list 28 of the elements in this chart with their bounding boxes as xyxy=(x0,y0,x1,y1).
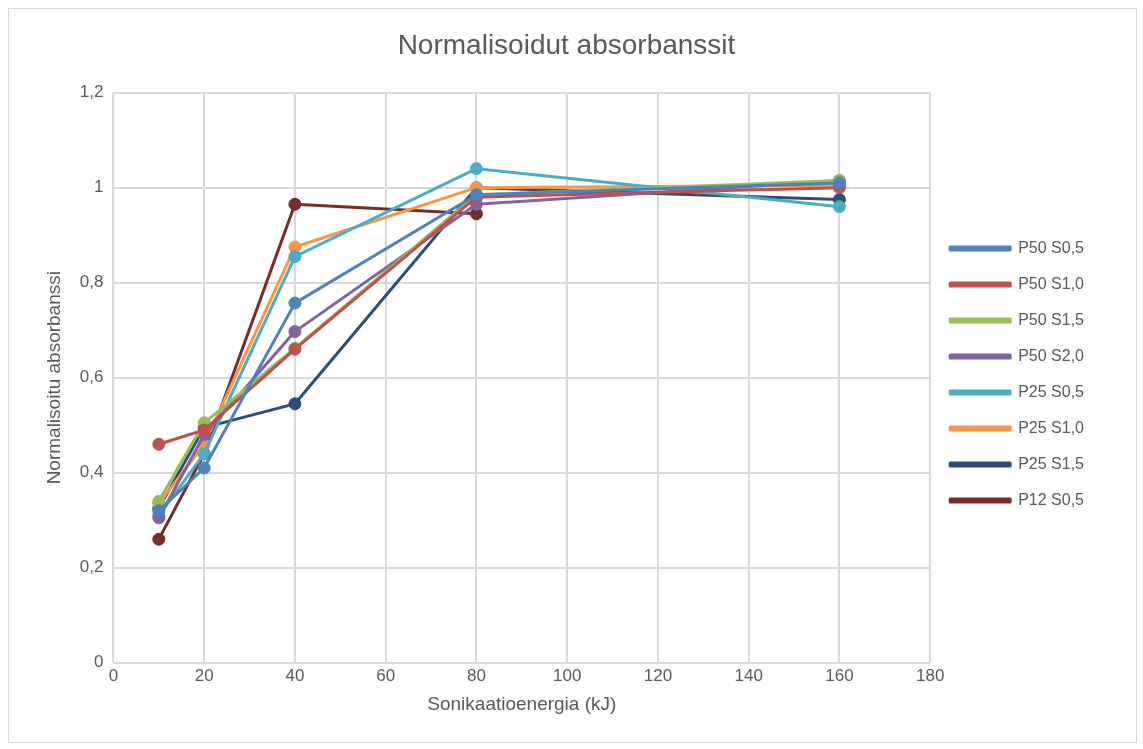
legend-label: P50 S2,0 xyxy=(1018,346,1085,364)
legend-label: P25 S1,0 xyxy=(1018,418,1085,436)
y-tick-label: 1,2 xyxy=(79,82,104,102)
x-tick-label: 180 xyxy=(915,665,945,685)
x-tick-label: 20 xyxy=(194,665,214,685)
x-axis-title: Sonikaatioenergia (kJ) xyxy=(427,692,617,714)
legend-label: P50 S0,5 xyxy=(1018,238,1085,256)
x-tick-label: 160 xyxy=(825,665,854,685)
x-tick-label: 60 xyxy=(376,665,396,685)
y-tick-label: 0 xyxy=(93,652,104,672)
y-tick-label: 1 xyxy=(93,177,104,197)
x-tick-label: 100 xyxy=(552,665,582,685)
y-axis-title: Normalisoitu absorbanssi xyxy=(42,271,64,485)
x-tick-label: 40 xyxy=(285,665,305,685)
y-tick-label: 0,6 xyxy=(79,367,104,387)
y-tick-label: 0,4 xyxy=(79,462,104,482)
chart-title: Normalisoidut absorbanssit xyxy=(397,28,736,60)
x-tick-label: 140 xyxy=(734,665,763,685)
legend-label: P25 S1,5 xyxy=(1018,454,1085,472)
x-tick-label: 120 xyxy=(643,665,673,685)
y-tick-label: 0,2 xyxy=(79,557,104,577)
legend-label: P12 S0,5 xyxy=(1018,490,1085,508)
legend-label: P50 S1,5 xyxy=(1018,310,1085,328)
x-tick-label: 80 xyxy=(466,665,486,685)
legend-label: P50 S1,0 xyxy=(1018,274,1085,292)
y-tick-label: 0,8 xyxy=(79,272,104,292)
x-tick-label: 0 xyxy=(108,665,119,685)
legend-label: P25 S0,5 xyxy=(1018,382,1085,400)
